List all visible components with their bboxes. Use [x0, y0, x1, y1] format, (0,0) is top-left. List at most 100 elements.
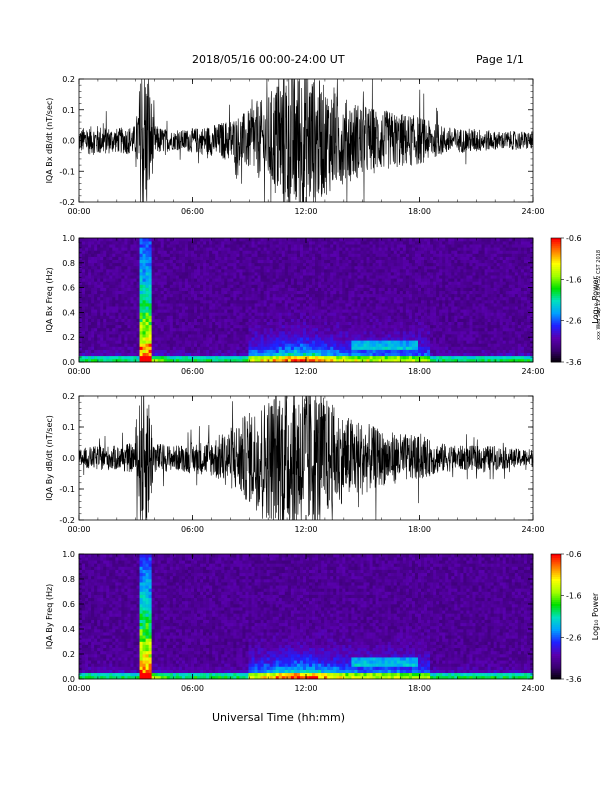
- spectrogram-cell: [381, 293, 385, 298]
- spectrogram-cell: [433, 358, 437, 363]
- spectrogram-cell: [242, 241, 246, 245]
- spectrogram-cell: [115, 244, 119, 248]
- spectrogram-cell: [384, 346, 389, 350]
- spectrogram-cell: [351, 324, 355, 329]
- spectrogram-cell: [275, 278, 280, 282]
- spectrogram-cell: [94, 272, 98, 276]
- spectrogram-cell: [248, 265, 252, 270]
- spectrogram-cell: [227, 293, 231, 298]
- spectrogram-cell: [79, 318, 83, 322]
- spectrogram-cell: [272, 281, 277, 285]
- spectrogram-cell: [139, 278, 143, 282]
- spectrogram-cell: [157, 290, 162, 295]
- spectrogram-cell: [197, 281, 201, 285]
- spectrogram-cell: [306, 349, 310, 353]
- spectrogram-cell: [248, 259, 252, 264]
- spectrogram-cell: [133, 355, 137, 360]
- spectrogram-cell: [399, 256, 404, 260]
- spectrogram-cell: [318, 262, 322, 267]
- spectrogram-cell: [315, 250, 319, 254]
- spectrogram-cell: [327, 269, 331, 273]
- spectrogram-cell: [284, 337, 289, 341]
- spectrogram-cell: [230, 346, 234, 350]
- spectrogram-cell: [302, 343, 307, 347]
- spectrogram-cell: [118, 272, 122, 276]
- spectrogram-cell: [345, 275, 349, 279]
- spectrogram-cell: [315, 247, 319, 251]
- spectrogram-cell: [245, 253, 249, 257]
- spectrogram-cell: [88, 250, 92, 254]
- spectrogram-cell: [181, 352, 186, 357]
- spectrogram-cell: [318, 312, 322, 316]
- spectrogram-cell: [227, 343, 231, 347]
- spectrogram-cell: [260, 334, 264, 338]
- spectrogram-cell: [408, 259, 413, 264]
- spectrogram-cell: [390, 331, 395, 335]
- spectrogram-cell: [82, 355, 86, 360]
- spectrogram-cell: [296, 303, 301, 307]
- spectrogram-cell: [187, 318, 192, 322]
- spectrogram-cell: [293, 331, 298, 335]
- spectrogram-cell: [169, 253, 174, 257]
- spectrogram-cell: [324, 272, 328, 276]
- spectrogram-cell: [411, 269, 416, 273]
- spectrogram-cell: [245, 272, 249, 276]
- spectrogram-cell: [169, 355, 174, 360]
- spectrogram-cell: [393, 265, 398, 270]
- spectrogram-cell: [342, 244, 346, 248]
- spectrogram-cell: [433, 352, 437, 357]
- spectrogram-cell: [360, 281, 364, 285]
- spectrogram-cell: [436, 331, 440, 335]
- spectrogram-cell: [336, 318, 340, 322]
- spectrogram-cell: [142, 275, 146, 279]
- spectrogram-cell: [324, 244, 328, 248]
- spectrogram-cell: [163, 278, 168, 282]
- spectrogram-cell: [97, 253, 101, 257]
- spectrogram-cell: [106, 343, 110, 347]
- spectrogram-cell: [290, 327, 295, 332]
- spectrogram-cell: [296, 256, 301, 260]
- spectrogram-cell: [381, 334, 385, 338]
- spectrogram-cell: [209, 256, 213, 260]
- spectrogram-cell: [354, 272, 358, 276]
- spectrogram-cell: [197, 272, 201, 276]
- spectrogram-cell: [248, 327, 252, 332]
- spectrogram-cell: [336, 321, 340, 326]
- spectrogram-cell: [181, 300, 186, 304]
- spectrogram-cell: [97, 318, 101, 322]
- spectrogram-cell: [257, 265, 261, 270]
- spectrogram-cell: [378, 352, 382, 357]
- spectrogram-cell: [321, 293, 325, 298]
- spectrogram-cell: [402, 244, 407, 248]
- spectrogram-cell: [266, 265, 270, 270]
- spectrogram-cell: [157, 331, 162, 335]
- spectrogram-cell: [442, 340, 446, 344]
- spectrogram-cell: [287, 272, 292, 276]
- spectrogram-cell: [118, 334, 122, 338]
- spectrogram-cell: [393, 337, 398, 341]
- spectrogram-cell: [363, 269, 367, 273]
- spectrogram-cell: [414, 269, 419, 273]
- spectrogram-cell: [227, 340, 231, 344]
- spectrogram-cell: [239, 346, 243, 350]
- spectrogram-cell: [127, 272, 131, 276]
- spectrogram-cell: [302, 244, 307, 248]
- spectrogram-cell: [427, 334, 431, 338]
- spectrogram-cell: [411, 290, 416, 295]
- spectrogram-cell: [369, 247, 373, 251]
- spectrogram-cell: [227, 281, 231, 285]
- spectrogram-cell: [302, 272, 307, 276]
- spectrogram-cell: [263, 346, 267, 350]
- spectrogram-cell: [293, 281, 298, 285]
- spectrogram-cell: [88, 259, 92, 264]
- spectrogram-cell: [169, 315, 174, 319]
- spectrogram-cell: [245, 278, 249, 282]
- spectrogram-cell: [424, 352, 428, 357]
- spectrogram-cell: [187, 331, 192, 335]
- spectrogram-cell: [278, 337, 283, 341]
- spectrogram-cell: [242, 290, 246, 295]
- spectrogram-cell: [427, 300, 431, 304]
- spectrogram-cell: [127, 324, 131, 329]
- spectrogram-cell: [324, 327, 328, 332]
- spectrogram-cell: [430, 355, 434, 360]
